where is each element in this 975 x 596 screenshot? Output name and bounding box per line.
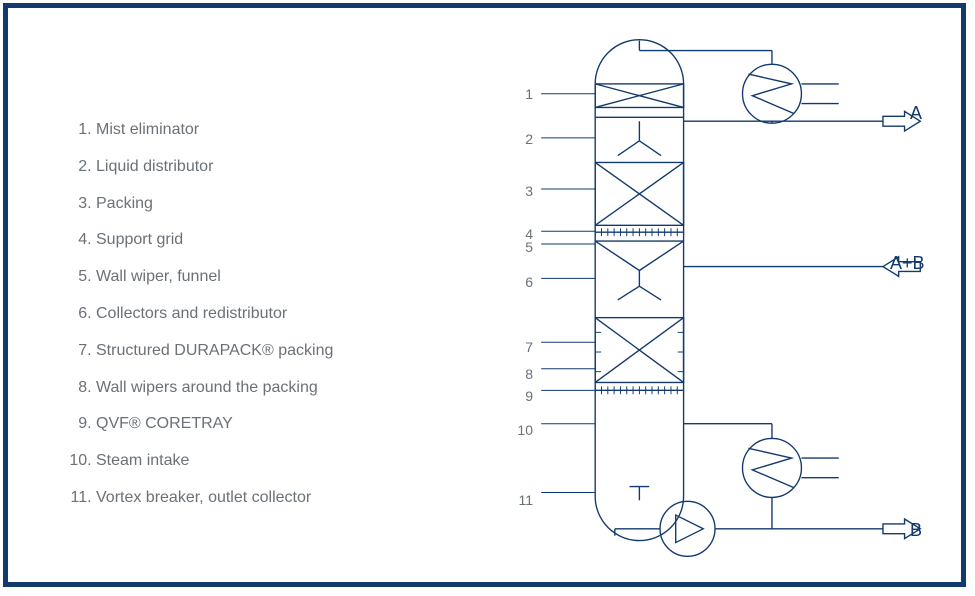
- callout-9: 9: [513, 388, 533, 404]
- stream-label-AB: A+B: [890, 253, 925, 274]
- callout-6: 6: [513, 274, 533, 290]
- diagram-svg: [478, 23, 953, 573]
- callout-8: 8: [513, 366, 533, 382]
- stream-label-B: B: [910, 520, 922, 541]
- legend-item-9: QVF® CORETRAY: [96, 410, 430, 439]
- callout-2: 2: [513, 131, 533, 147]
- callout-11: 11: [513, 492, 533, 508]
- process-diagram: 1234567891011 A A+B B: [478, 23, 953, 573]
- stream-label-A: A: [910, 103, 922, 124]
- legend-item-4: Support grid: [96, 226, 430, 255]
- frame-border: Mist eliminator Liquid distributor Packing…: [3, 3, 966, 587]
- callout-10: 10: [513, 422, 533, 438]
- legend-list: Mist eliminator Liquid distributor Packing…: [70, 116, 430, 521]
- legend-item-11: Vortex breaker, outlet collector: [96, 484, 430, 513]
- legend-item-3: Packing: [96, 190, 430, 219]
- legend-item-8: Wall wipers around the packing: [96, 374, 430, 403]
- callout-1: 1: [513, 86, 533, 102]
- callout-3: 3: [513, 183, 533, 199]
- callout-7: 7: [513, 339, 533, 355]
- legend-item-10: Steam intake: [96, 447, 430, 476]
- legend-item-2: Liquid distributor: [96, 153, 430, 182]
- callout-5: 5: [513, 239, 533, 255]
- legend-item-1: Mist eliminator: [96, 116, 430, 145]
- legend-item-5: Wall wiper, funnel: [96, 263, 430, 292]
- legend-item-7: Structured DURAPACK® packing: [96, 337, 430, 366]
- legend-item-6: Collectors and redistributor: [96, 300, 430, 329]
